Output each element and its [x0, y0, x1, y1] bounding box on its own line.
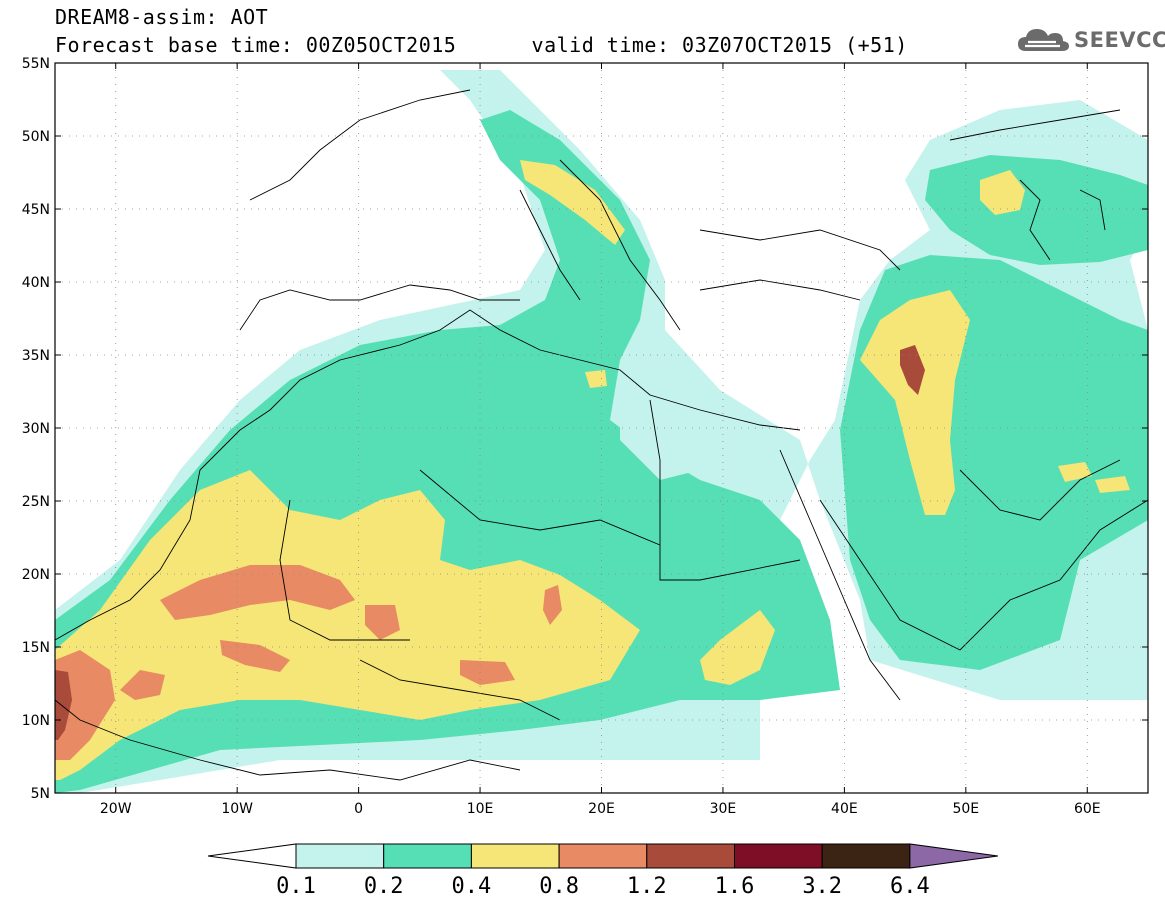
axis-ticks: 55N 50N 45N 40N 35N 30N 25N 20N 15N 10N 5N 20W 10W 0 1…	[22, 56, 1148, 817]
lat-tick-label: 30N	[22, 421, 50, 437]
colorbar-bin	[558, 843, 648, 869]
colorbar-high-arrow	[909, 843, 998, 869]
lon-tick-label: 50E	[952, 801, 979, 817]
colorbar-bin	[734, 843, 823, 869]
lat-tick-label: 10N	[22, 713, 50, 729]
aot-band-0.8	[55, 565, 562, 760]
lat-tick-label: 50N	[22, 129, 50, 145]
colorbar-label: 6.4	[890, 874, 930, 899]
lon-tick-label: 40E	[831, 801, 858, 817]
forecast-time-line: Forecast base time: 00Z05OCT2015 valid t…	[55, 33, 908, 57]
colorbar-bin	[470, 843, 560, 869]
lon-tick-label: 30E	[710, 801, 737, 817]
colorbar-label: 0.4	[452, 874, 492, 899]
colorbar-label: 3.2	[802, 874, 842, 899]
colorbar-label: 0.2	[364, 874, 404, 899]
lon-tick-label: 20W	[100, 801, 132, 817]
logo-text: SEEVCCC	[1074, 28, 1165, 52]
colorbar-label: 1.6	[715, 874, 755, 899]
colorbar-label: 0.8	[539, 874, 579, 899]
colorbar-bin	[295, 843, 385, 869]
lon-tick-label: 60E	[1074, 801, 1101, 817]
colorbar-bin	[383, 843, 472, 869]
lat-tick-label: 15N	[22, 640, 50, 656]
lon-tick-label: 10W	[221, 801, 253, 817]
colorbar-bin	[646, 843, 735, 869]
lat-tick-label: 45N	[22, 202, 50, 218]
lat-tick-label: 35N	[22, 348, 50, 364]
lon-tick-label: 10E	[467, 801, 494, 817]
coastlines	[55, 89, 1148, 781]
lat-tick-label: 55N	[22, 56, 50, 72]
lon-tick-label: 20E	[588, 801, 615, 817]
lat-tick-label: 5N	[31, 786, 50, 802]
chart-title: DREAM8-assim: AOT	[55, 5, 269, 29]
aot-band-1.2	[55, 345, 925, 740]
lat-tick-label: 25N	[22, 494, 50, 510]
graticule	[55, 63, 1148, 793]
seevccc-logo: SEEVCCC	[1016, 24, 1165, 56]
cloud-icon	[1018, 29, 1069, 51]
colorbar: 0.1 0.2 0.4 0.8 1.2 1.6 3.2 6.4	[207, 843, 998, 899]
lat-tick-label: 20N	[22, 567, 50, 583]
colorbar-low-arrow	[207, 843, 297, 869]
aot-band-0.4	[55, 160, 1130, 780]
colorbar-label: 0.1	[276, 874, 316, 899]
colorbar-bin	[821, 843, 911, 869]
lat-tick-label: 40N	[22, 275, 50, 291]
colorbar-label: 1.2	[627, 874, 667, 899]
lon-tick-label: 0	[354, 801, 363, 817]
